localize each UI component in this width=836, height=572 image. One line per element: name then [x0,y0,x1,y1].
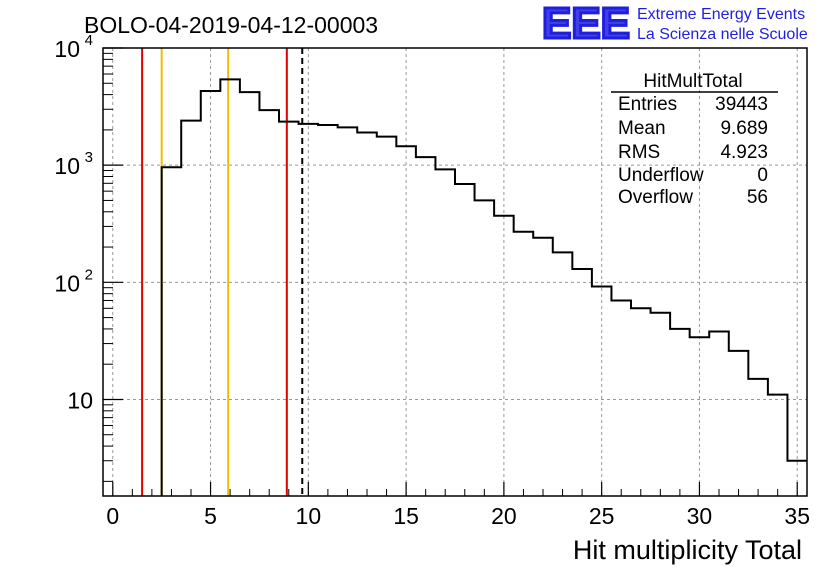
histogram-bin [748,379,768,496]
stats-label-entries: Entries [618,94,677,115]
y-tick-label: 10 [54,270,80,296]
plot-frame [102,47,808,497]
axis-ticks [103,47,798,496]
stats-label-underflow: Underflow [618,165,704,186]
histogram-bin [651,313,671,496]
stats-value-entries: 39443 [715,94,768,115]
x-tick-label: 20 [491,503,517,529]
y-tick-label: 10 [54,36,80,62]
x-tick-label: 35 [784,503,810,529]
stats-value-underflow: 0 [757,165,768,186]
x-tick-label: 10 [296,503,322,529]
eee-logo-fill: EEE [542,0,630,48]
tick-labels: 0 5 10 15 20 25 30 35 10 10 2 10 3 10 4 [54,32,810,529]
histogram-bin [220,79,240,496]
histogram-bin [259,110,279,496]
histogram-bin [572,269,592,496]
x-tick-label: 0 [106,503,119,529]
stats-label-overflow: Overflow [618,187,693,208]
x-tick-label: 15 [393,503,419,529]
histogram-bin [533,238,553,496]
histogram-bin [514,232,534,496]
y-tick-exponent: 4 [85,32,93,49]
chart-title: BOLO-04-2019-04-12-00003 [84,12,378,38]
x-tick-label: 5 [204,503,217,529]
histogram-bin [240,92,260,496]
stats-box: HitMultTotal Entries 39443 Mean 9.689 RM… [611,71,778,208]
x-tick-label: 25 [589,503,615,529]
histogram-bin [709,332,729,496]
stats-value-rms: 4.923 [720,142,768,163]
x-tick-label: 30 [687,503,713,529]
y-tick-exponent: 2 [85,266,93,283]
stats-title: HitMultTotal [643,71,742,92]
histogram-bin [162,167,182,496]
histogram-bin [611,300,631,496]
histogram-outline [160,78,807,496]
histogram-bin [318,125,338,496]
y-tick-exponent: 3 [85,149,93,166]
histogram-bin [181,121,201,496]
eee-logo: EEE EEE Extreme Energy Events La Scienza… [541,0,808,50]
stats-label-mean: Mean [618,118,666,139]
grid-layer [103,48,807,496]
histogram-bin [357,132,377,496]
histogram-bin [377,137,397,496]
eee-logo-line2: La Scienza nelle Scuole [637,26,808,43]
histogram-bin [475,200,495,496]
histogram-bin [768,395,788,496]
histogram-bin [435,169,455,496]
histogram-bin [670,329,690,496]
eee-logo-mark: EEE [542,0,630,48]
stats-value-overflow: 56 [747,187,768,208]
histogram-bin [729,351,749,496]
histogram-bars [160,78,807,496]
histogram-bin [631,308,651,496]
histogram-bin [553,252,573,496]
y-tick-label: 10 [67,387,93,413]
x-axis-label: Hit multiplicity Total [573,535,802,565]
y-tick-label: 10 [54,153,80,179]
histogram-bin [416,157,436,496]
histogram-bin [455,184,475,496]
stats-value-mean: 9.689 [720,118,768,139]
histogram-bin [338,127,358,496]
histogram-bin [279,122,299,496]
eee-logo-line1: Extreme Energy Events [637,6,805,23]
stats-label-rms: RMS [618,142,660,163]
